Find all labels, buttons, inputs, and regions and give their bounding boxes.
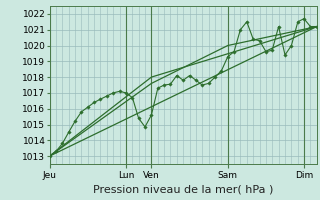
X-axis label: Pression niveau de la mer( hPa ): Pression niveau de la mer( hPa ) xyxy=(93,184,273,194)
